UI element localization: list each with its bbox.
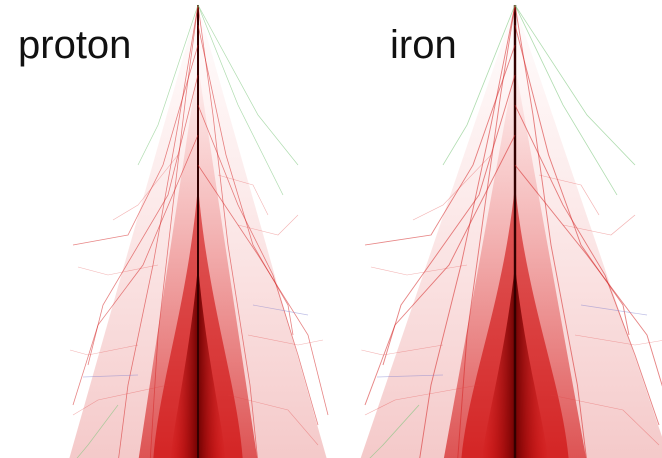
scene: proton iron [0,0,662,458]
label-iron: iron [390,23,457,67]
iron-shower [359,5,662,458]
proton-shower [68,5,328,458]
label-proton: proton [18,23,131,67]
